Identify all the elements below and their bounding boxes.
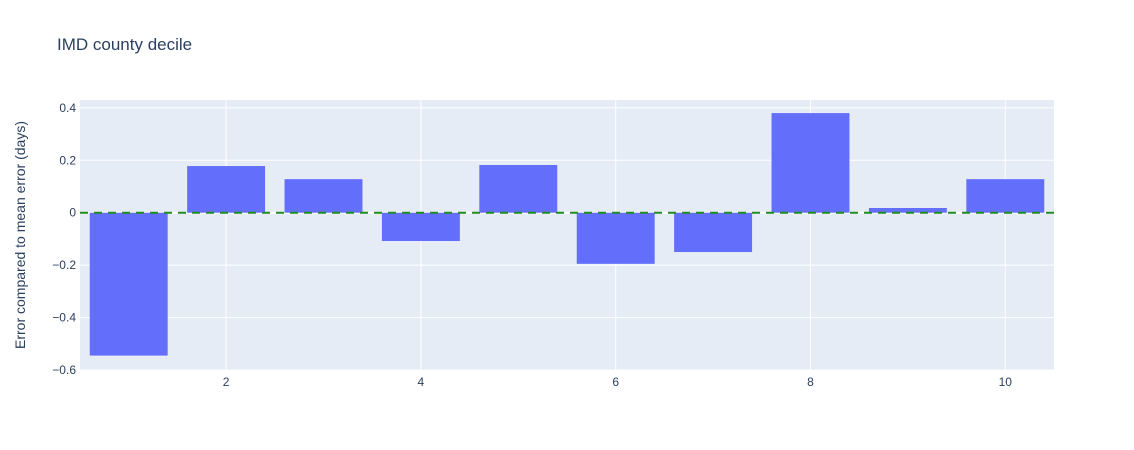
x-tick-label: 4 bbox=[418, 375, 425, 389]
plot-area bbox=[80, 100, 1054, 370]
y-axis-title: Error compared to mean error (days) bbox=[12, 121, 28, 349]
y-tick-label: −0.6 bbox=[52, 363, 76, 377]
bar-decile-5[interactable] bbox=[479, 165, 558, 213]
bar-decile-10[interactable] bbox=[966, 179, 1045, 213]
x-tick-label: 10 bbox=[999, 375, 1013, 389]
bar-decile-7[interactable] bbox=[674, 212, 753, 253]
chart-title: IMD county decile bbox=[57, 35, 192, 54]
y-tick-label: −0.2 bbox=[52, 258, 76, 272]
y-tick-label: 0 bbox=[69, 206, 76, 220]
bar-decile-6[interactable] bbox=[576, 212, 655, 264]
y-tick-labels: −0.6 −0.4 −0.2 0 0.2 0.4 bbox=[52, 101, 76, 377]
bar-decile-8[interactable] bbox=[771, 113, 850, 213]
bar-decile-9[interactable] bbox=[868, 208, 947, 213]
bar-decile-2[interactable] bbox=[187, 166, 266, 213]
x-tick-label: 6 bbox=[612, 375, 619, 389]
bar-decile-1[interactable] bbox=[89, 212, 168, 356]
bar-decile-3[interactable] bbox=[284, 179, 363, 213]
x-tick-labels: 2 4 6 8 10 bbox=[223, 375, 1013, 389]
x-tick-label: 8 bbox=[807, 375, 814, 389]
y-tick-label: 0.4 bbox=[59, 101, 76, 115]
y-tick-label: 0.2 bbox=[59, 153, 76, 167]
bars bbox=[89, 113, 1045, 356]
bar-decile-4[interactable] bbox=[381, 212, 460, 242]
x-tick-label: 2 bbox=[223, 375, 230, 389]
y-tick-label: −0.4 bbox=[52, 311, 76, 325]
